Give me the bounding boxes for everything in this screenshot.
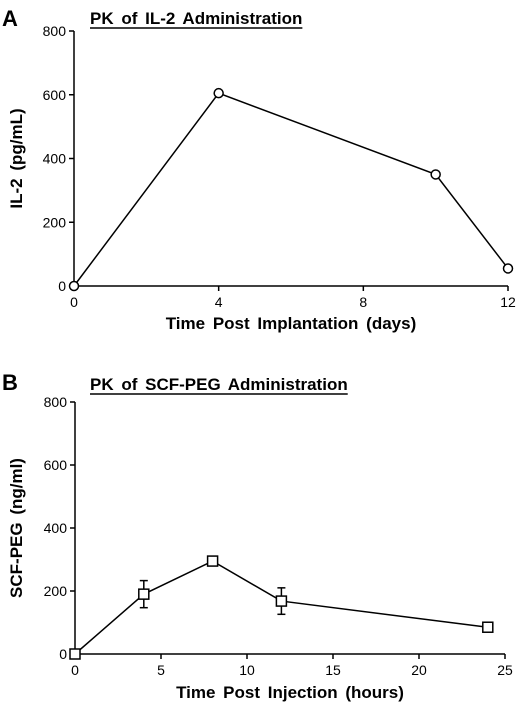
chart-title: PK of IL-2 Administration xyxy=(90,9,302,28)
x-tick-label: 4 xyxy=(215,294,223,310)
x-tick-label: 15 xyxy=(325,662,341,678)
panel-letter: A xyxy=(2,6,18,31)
x-tick-label: 5 xyxy=(157,662,165,678)
panel-b: B PK of SCF-PEG Administration02004006008… xyxy=(2,370,513,702)
x-tick-label: 10 xyxy=(239,662,255,678)
y-tick-label: 0 xyxy=(58,278,66,294)
data-point xyxy=(138,588,150,600)
data-point xyxy=(213,87,224,99)
y-tick-label: 600 xyxy=(44,457,68,473)
x-tick-label: 20 xyxy=(411,662,427,678)
y-tick-label: 800 xyxy=(43,23,67,39)
data-point xyxy=(482,621,494,633)
y-tick-label: 400 xyxy=(43,151,67,167)
y-tick-label: 200 xyxy=(43,214,67,230)
y-tick-label: 400 xyxy=(44,520,68,536)
y-tick-label: 600 xyxy=(43,87,67,103)
x-axis-label: Time Post Implantation (days) xyxy=(166,314,417,333)
x-axis-label: Time Post Injection (hours) xyxy=(176,683,404,702)
series-line xyxy=(73,92,509,287)
data-point xyxy=(206,555,219,567)
chart-title: PK of SCF-PEG Administration xyxy=(90,375,348,394)
data-point xyxy=(275,595,288,607)
data-point xyxy=(68,280,80,292)
x-tick-label: 0 xyxy=(70,294,78,310)
y-axis-label: SCF-PEG (ng/ml) xyxy=(7,458,26,598)
panel-a: A PK of IL-2 Administration 0 200 400 600 800 0… xyxy=(2,6,516,333)
y-tick-label: 200 xyxy=(44,583,68,599)
data-point xyxy=(502,263,514,274)
data-point xyxy=(430,169,441,180)
y-tick-label: 800 xyxy=(44,394,68,410)
x-tick-label: 8 xyxy=(359,294,367,310)
x-tick-label: 12 xyxy=(500,294,516,310)
x-tick-label: 0 xyxy=(71,662,79,678)
y-tick-label: 0 xyxy=(59,646,67,662)
data-point xyxy=(69,648,81,660)
panel-letter: B xyxy=(2,370,18,395)
x-tick-label: 25 xyxy=(497,662,513,678)
y-axis-label: IL-2 (pg/mL) xyxy=(7,108,26,208)
